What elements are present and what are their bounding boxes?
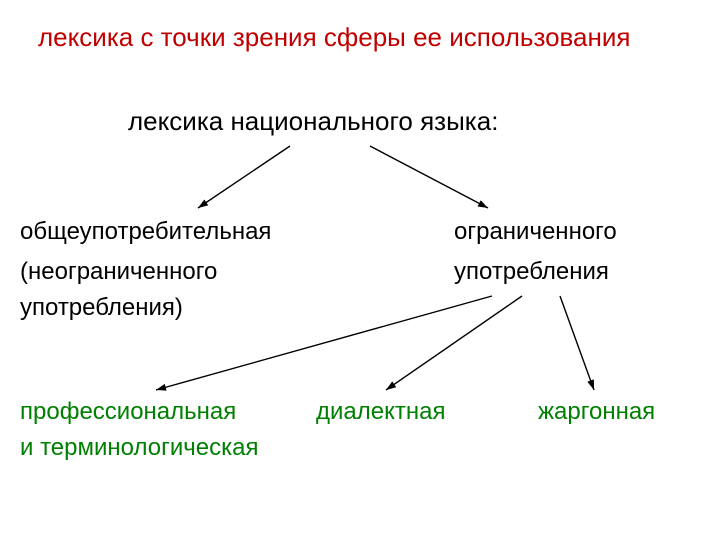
branch-common-usage-note2: употребления)	[20, 294, 183, 322]
leaf-dialect: диалектная	[316, 398, 445, 426]
leaf-jargon: жаргонная	[538, 398, 655, 426]
leaf-professional-line2: и терминологическая	[20, 434, 258, 462]
leaf-professional: профессиональная	[20, 398, 236, 426]
diagram-title: лексика с точки зрения сферы ее использо…	[38, 22, 630, 53]
branch-limited-usage-line2: употребления	[454, 258, 609, 286]
branch-common-usage: общеупотребительная	[20, 218, 271, 246]
branch-limited-usage: ограниченного	[454, 218, 617, 246]
root-node: лексика национального языка:	[128, 106, 498, 137]
branch-common-usage-note1: (неограниченного	[20, 258, 217, 286]
diagram-stage: лексика с точки зрения сферы ее использо…	[0, 0, 720, 540]
